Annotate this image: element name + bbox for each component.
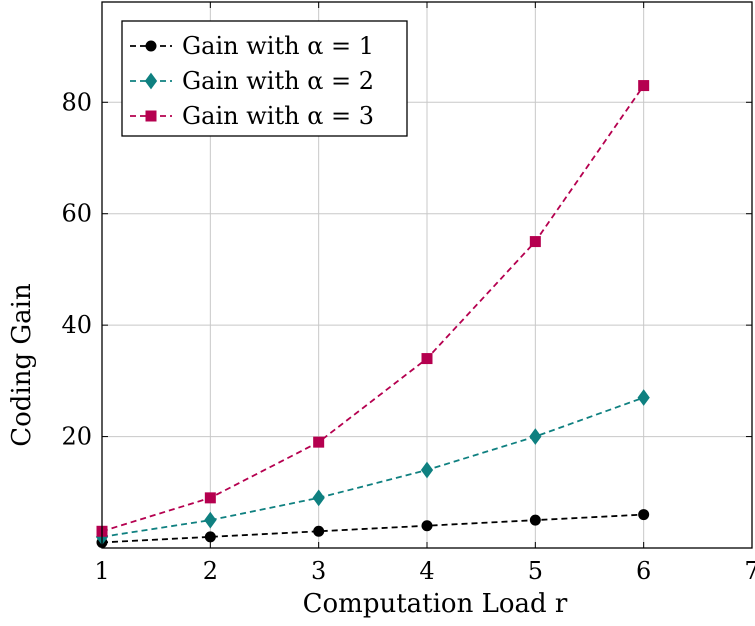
series-2-line — [101, 396, 644, 538]
legend-marker — [144, 72, 158, 90]
series-2-point — [529, 428, 542, 445]
series-3-point — [421, 353, 433, 365]
legend-marker — [145, 40, 157, 52]
legend-entries: Gain with α = 1 Gain with α = 2 Gain with … — [130, 32, 374, 130]
y-tick-label: 20 — [61, 423, 92, 451]
series-2-point — [312, 489, 325, 507]
series-3-point — [529, 236, 541, 248]
series-1-point — [638, 509, 650, 521]
y-tick-label: 60 — [61, 200, 92, 228]
series-2-point — [420, 461, 434, 479]
y-axis-label: Coding Gain — [7, 283, 37, 447]
x-axis-label: Computation Load r — [303, 589, 568, 619]
series-3-line — [101, 85, 645, 533]
axis-ticks — [101, 2, 753, 548]
series-1-point — [529, 514, 541, 526]
x-tick-label: 3 — [311, 557, 326, 585]
series-1-point — [313, 525, 325, 537]
legend: Gain with α = 1 Gain with α = 2 Gain with … — [121, 20, 408, 137]
legend-entry-label: Gain with α = 2 — [182, 67, 374, 95]
series-markers — [95, 80, 650, 548]
y-tick-label: 80 — [61, 88, 92, 116]
legend-box — [121, 20, 408, 137]
series-lines — [101, 85, 645, 544]
legend-marker — [145, 110, 157, 122]
series-2-point — [637, 389, 650, 406]
series-3-point — [313, 436, 325, 448]
legend-entry-label: Gain with α = 3 — [182, 102, 374, 130]
series-1-point — [204, 531, 216, 543]
tick-labels: 1 2 3 4 5 6 7 20 40 60 80 — [61, 88, 755, 585]
x-tick-label: 6 — [636, 557, 651, 585]
series-3-point — [638, 80, 650, 92]
x-tick-label: 5 — [528, 557, 543, 585]
series-1-point — [421, 520, 433, 532]
x-tick-label: 7 — [744, 557, 755, 585]
x-tick-label: 2 — [203, 557, 218, 585]
x-tick-label: 1 — [94, 557, 109, 585]
series-2-point — [204, 511, 217, 529]
y-tick-label: 40 — [61, 311, 92, 339]
series-1-line — [101, 513, 644, 544]
series-3-point — [204, 492, 216, 504]
x-tick-label: 4 — [419, 557, 434, 585]
legend-entry-label: Gain with α = 1 — [182, 32, 374, 60]
